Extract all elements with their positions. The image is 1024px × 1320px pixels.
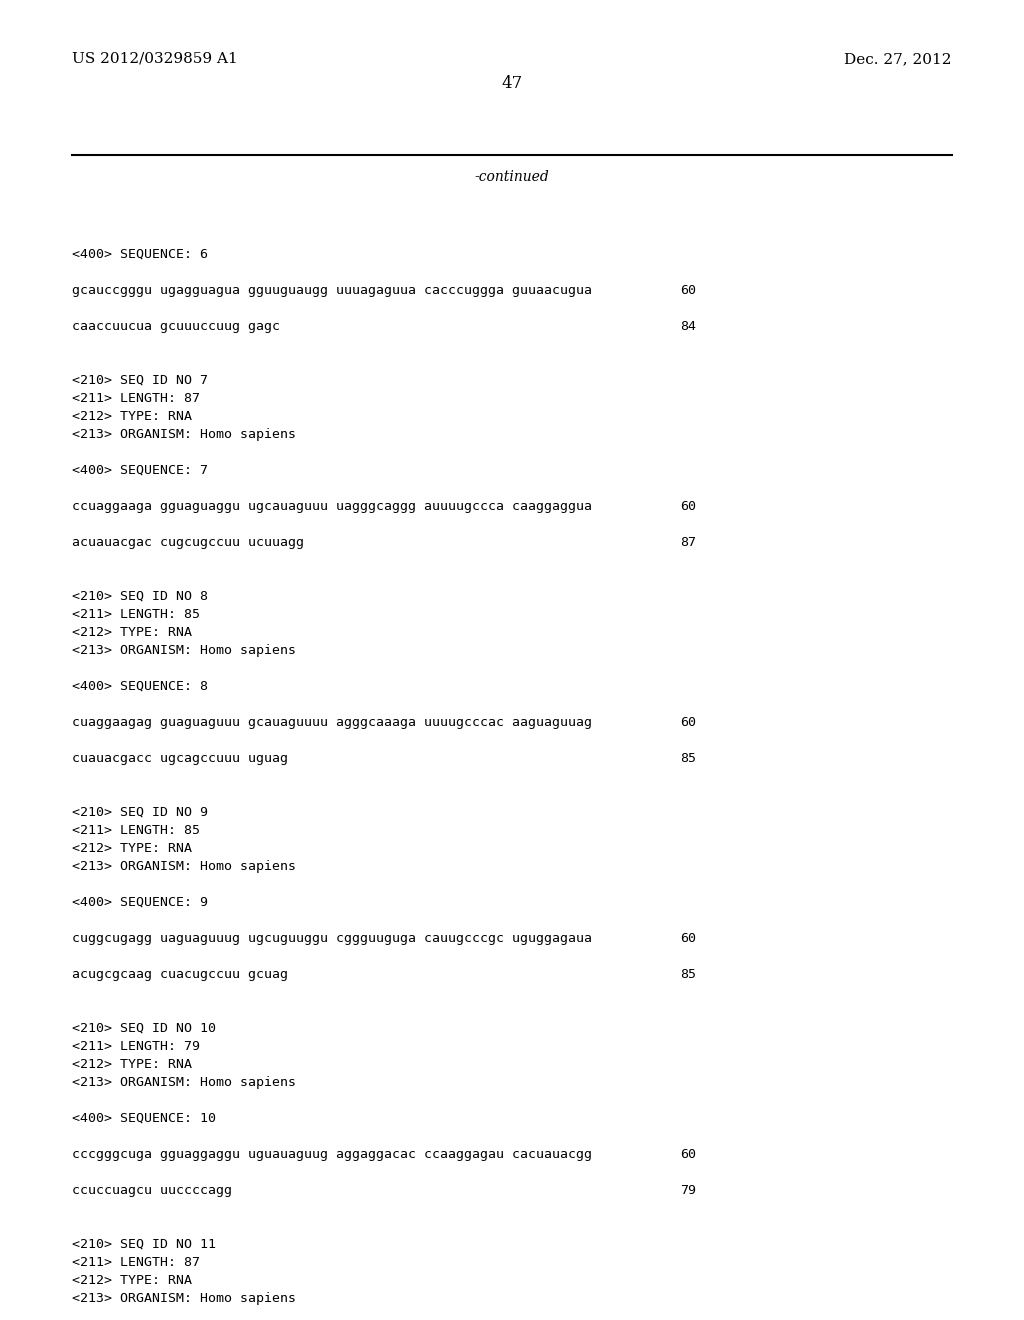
Text: <400> SEQUENCE: 8: <400> SEQUENCE: 8 bbox=[72, 680, 208, 693]
Text: acugcgcaag cuacugccuu gcuag: acugcgcaag cuacugccuu gcuag bbox=[72, 968, 288, 981]
Text: gcauccgggu ugagguagua gguuguaugg uuuagaguua cacccuggga guuaacugua: gcauccgggu ugagguagua gguuguaugg uuuagag… bbox=[72, 284, 592, 297]
Text: caaccuucua gcuuuccuug gagc: caaccuucua gcuuuccuug gagc bbox=[72, 319, 280, 333]
Text: 60: 60 bbox=[680, 1148, 696, 1162]
Text: cccgggcuga gguaggaggu uguauaguug aggaggacac ccaaggagau cacuauacgg: cccgggcuga gguaggaggu uguauaguug aggagga… bbox=[72, 1148, 592, 1162]
Text: cuggcugagg uaguaguuug ugcuguuggu cggguuguga cauugcccgc uguggagaua: cuggcugagg uaguaguuug ugcuguuggu cggguug… bbox=[72, 932, 592, 945]
Text: <210> SEQ ID NO 10: <210> SEQ ID NO 10 bbox=[72, 1022, 216, 1035]
Text: 60: 60 bbox=[680, 500, 696, 513]
Text: cuaggaagag guaguaguuu gcauaguuuu agggcaaaga uuuugcccac aaguaguuag: cuaggaagag guaguaguuu gcauaguuuu agggcaa… bbox=[72, 715, 592, 729]
Text: <210> SEQ ID NO 7: <210> SEQ ID NO 7 bbox=[72, 374, 208, 387]
Text: <400> SEQUENCE: 7: <400> SEQUENCE: 7 bbox=[72, 465, 208, 477]
Text: ccuccuagcu uuccccagg: ccuccuagcu uuccccagg bbox=[72, 1184, 232, 1197]
Text: <210> SEQ ID NO 11: <210> SEQ ID NO 11 bbox=[72, 1238, 216, 1251]
Text: -continued: -continued bbox=[475, 170, 549, 183]
Text: <211> LENGTH: 87: <211> LENGTH: 87 bbox=[72, 1257, 200, 1269]
Text: Dec. 27, 2012: Dec. 27, 2012 bbox=[845, 51, 952, 66]
Text: <211> LENGTH: 87: <211> LENGTH: 87 bbox=[72, 392, 200, 405]
Text: acuauacgac cugcugccuu ucuuagg: acuauacgac cugcugccuu ucuuagg bbox=[72, 536, 304, 549]
Text: <400> SEQUENCE: 9: <400> SEQUENCE: 9 bbox=[72, 896, 208, 909]
Text: <212> TYPE: RNA: <212> TYPE: RNA bbox=[72, 411, 193, 422]
Text: <210> SEQ ID NO 9: <210> SEQ ID NO 9 bbox=[72, 807, 208, 818]
Text: 85: 85 bbox=[680, 968, 696, 981]
Text: <210> SEQ ID NO 8: <210> SEQ ID NO 8 bbox=[72, 590, 208, 603]
Text: US 2012/0329859 A1: US 2012/0329859 A1 bbox=[72, 51, 238, 66]
Text: <212> TYPE: RNA: <212> TYPE: RNA bbox=[72, 842, 193, 855]
Text: ccuaggaaga gguaguaggu ugcauaguuu uagggcaggg auuuugccca caaggaggua: ccuaggaaga gguaguaggu ugcauaguuu uagggca… bbox=[72, 500, 592, 513]
Text: <213> ORGANISM: Homo sapiens: <213> ORGANISM: Homo sapiens bbox=[72, 1292, 296, 1305]
Text: 60: 60 bbox=[680, 715, 696, 729]
Text: <211> LENGTH: 79: <211> LENGTH: 79 bbox=[72, 1040, 200, 1053]
Text: <213> ORGANISM: Homo sapiens: <213> ORGANISM: Homo sapiens bbox=[72, 644, 296, 657]
Text: <400> SEQUENCE: 6: <400> SEQUENCE: 6 bbox=[72, 248, 208, 261]
Text: 85: 85 bbox=[680, 752, 696, 766]
Text: cuauacgacc ugcagccuuu uguag: cuauacgacc ugcagccuuu uguag bbox=[72, 752, 288, 766]
Text: 47: 47 bbox=[502, 75, 522, 92]
Text: <211> LENGTH: 85: <211> LENGTH: 85 bbox=[72, 824, 200, 837]
Text: <212> TYPE: RNA: <212> TYPE: RNA bbox=[72, 1274, 193, 1287]
Text: 60: 60 bbox=[680, 284, 696, 297]
Text: <211> LENGTH: 85: <211> LENGTH: 85 bbox=[72, 609, 200, 620]
Text: 87: 87 bbox=[680, 536, 696, 549]
Text: 79: 79 bbox=[680, 1184, 696, 1197]
Text: <213> ORGANISM: Homo sapiens: <213> ORGANISM: Homo sapiens bbox=[72, 1076, 296, 1089]
Text: <212> TYPE: RNA: <212> TYPE: RNA bbox=[72, 1059, 193, 1071]
Text: <400> SEQUENCE: 10: <400> SEQUENCE: 10 bbox=[72, 1111, 216, 1125]
Text: 84: 84 bbox=[680, 319, 696, 333]
Text: <213> ORGANISM: Homo sapiens: <213> ORGANISM: Homo sapiens bbox=[72, 428, 296, 441]
Text: <213> ORGANISM: Homo sapiens: <213> ORGANISM: Homo sapiens bbox=[72, 861, 296, 873]
Text: <212> TYPE: RNA: <212> TYPE: RNA bbox=[72, 626, 193, 639]
Text: 60: 60 bbox=[680, 932, 696, 945]
